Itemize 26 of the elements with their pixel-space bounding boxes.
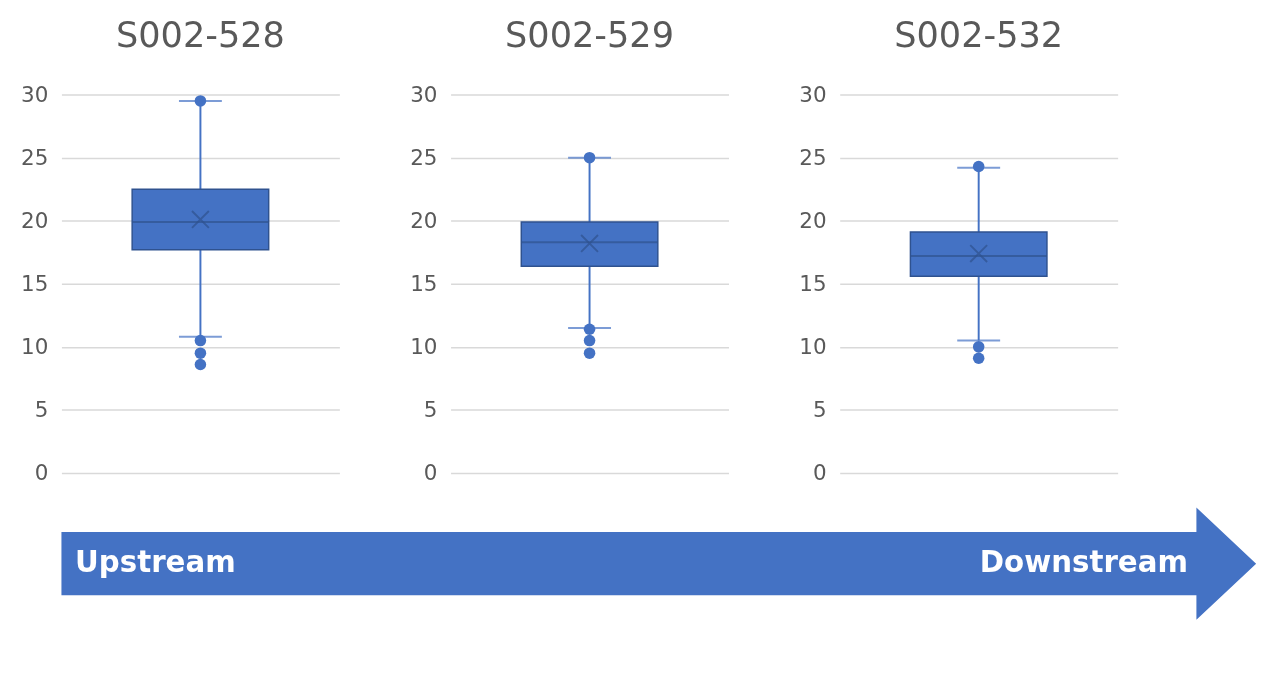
- y-tick-label: 10: [799, 334, 827, 360]
- y-tick-label: 5: [423, 397, 438, 423]
- chart-title: S002-532: [894, 13, 1064, 55]
- y-tick-label: 0: [423, 460, 438, 486]
- y-tick-label: 30: [799, 81, 827, 107]
- y-tick-label: 20: [20, 208, 49, 234]
- y-tick-label: 25: [799, 144, 827, 170]
- y-tick-label: 10: [410, 334, 438, 360]
- y-tick-label: 0: [34, 460, 49, 486]
- text: Upstream: [75, 545, 236, 580]
- y-tick-label: 25: [20, 144, 49, 170]
- y-tick-label: 10: [20, 334, 49, 360]
- y-tick-label: 20: [410, 208, 438, 234]
- y-tick-label: 15: [410, 271, 438, 297]
- y-tick-label: 25: [410, 144, 438, 170]
- y-tick-label: 20: [799, 208, 827, 234]
- y-tick-label: 0: [812, 460, 827, 486]
- y-tick-label: 15: [799, 271, 827, 297]
- y-tick-label: 5: [812, 397, 827, 423]
- y-tick-label: 5: [34, 397, 49, 423]
- chart-title: S002-529: [505, 13, 674, 55]
- y-tick-label: 30: [20, 81, 49, 107]
- chart-title: S002-528: [115, 13, 285, 55]
- text: Downstream: [979, 545, 1188, 580]
- y-tick-label: 30: [410, 81, 438, 107]
- y-tick-label: 15: [20, 271, 49, 297]
